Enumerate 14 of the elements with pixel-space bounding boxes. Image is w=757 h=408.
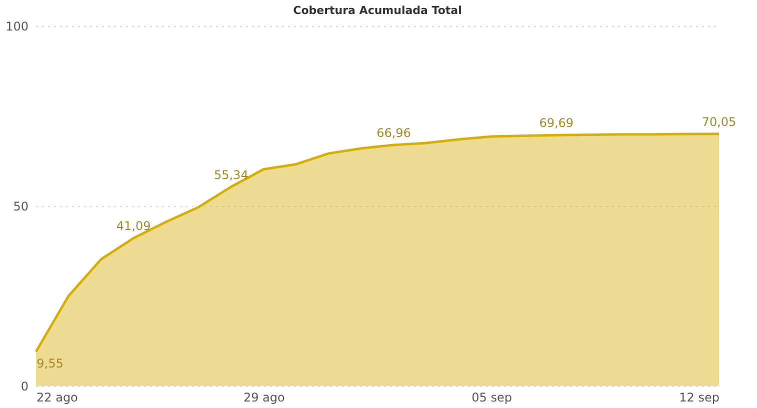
data-label: 55,34 <box>214 168 248 182</box>
y-tick-label: 0 <box>20 380 28 394</box>
x-tick-label: 22 ago <box>36 390 78 404</box>
y-tick-label: 50 <box>13 200 28 214</box>
data-label: 70,05 <box>702 114 736 129</box>
data-label: 9,55 <box>36 356 64 371</box>
chart-title: Cobertura Acumulada Total <box>293 4 462 17</box>
data-label: 66,96 <box>376 126 411 140</box>
data-label: 41,09 <box>116 219 151 234</box>
data-label: 69,69 <box>539 116 574 130</box>
x-tick-label: 12 sep <box>679 390 720 404</box>
x-tick-label: 05 sep <box>472 390 512 404</box>
y-tick-label: 100 <box>6 20 28 34</box>
x-tick-label: 29 ago <box>243 390 285 404</box>
